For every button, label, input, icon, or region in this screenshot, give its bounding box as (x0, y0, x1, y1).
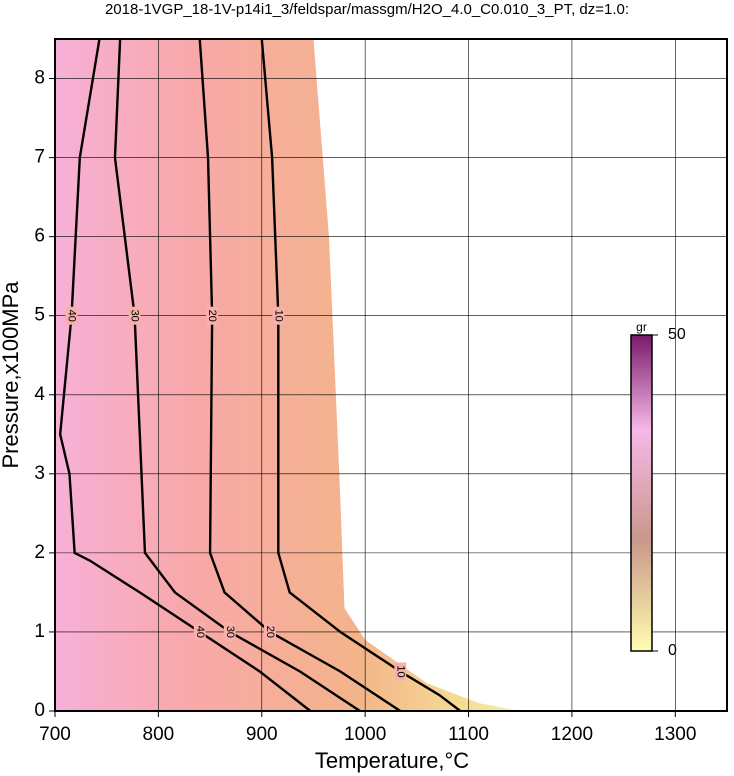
contour-label: 20 (206, 310, 218, 322)
y-tick-label: 1 (34, 621, 45, 642)
x-tick-label: 800 (143, 724, 175, 745)
contour-label-bg (223, 622, 236, 641)
y-tick-label: 6 (34, 226, 45, 247)
contour-label: 10 (272, 310, 284, 322)
y-tick-label: 3 (34, 463, 45, 484)
contour-line (260, 38, 461, 712)
contour-label-bg (264, 622, 277, 641)
y-tick-label: 0 (34, 700, 45, 721)
y-axis-label: Pressure,x100MPa (0, 281, 23, 469)
contour-label: 30 (129, 310, 141, 322)
contour-label-bg (65, 306, 78, 325)
plot-area: 700 800 900 1000 1100 1200 1300 0 1 2 3 4 5 6 7 8 10 10 20… (34, 38, 728, 745)
contour-label: 10 (394, 665, 406, 677)
contour-label-bg (272, 306, 285, 325)
colorbar-scale (630, 334, 653, 652)
y-tick-label: 7 (34, 147, 45, 168)
data-field (55, 39, 521, 711)
y-tick-label: 4 (34, 384, 45, 405)
colorbar-tick-label: 50 (668, 326, 686, 343)
y-tick-label: 5 (34, 305, 45, 326)
contour-label-bg (206, 306, 219, 325)
y-tick-label: 8 (34, 68, 45, 89)
chart-title: 2018-1VGP_18-1V-p14i1_3/feldspar/massgm/… (105, 1, 629, 18)
contour-line (198, 38, 401, 713)
plot-frame (54, 38, 728, 712)
contour-line (113, 38, 361, 713)
colorbar-label: gr (636, 320, 647, 334)
contour-label: 40 (66, 310, 78, 322)
colorbar: gr 0 50 (630, 320, 686, 659)
x-tick-label: 1100 (448, 724, 489, 745)
x-tick-label: 1000 (344, 724, 386, 745)
x-tick-label: 900 (246, 724, 278, 745)
contour-label-bg (128, 306, 141, 325)
x-tick-label: 700 (39, 724, 71, 745)
x-axis-label: Temperature,°C (315, 748, 469, 773)
contour-line (58, 38, 312, 712)
contour-label: 40 (194, 626, 206, 638)
contour-label-bg (193, 622, 206, 641)
colorbar-tick-label: 0 (668, 642, 677, 659)
x-tick-label: 1200 (551, 724, 593, 745)
y-tick-label: 2 (34, 542, 45, 563)
contour-label: 30 (224, 626, 236, 638)
contour-label: 20 (264, 626, 276, 638)
x-tick-label: 1300 (654, 724, 696, 745)
contour-label-bg (394, 662, 407, 681)
